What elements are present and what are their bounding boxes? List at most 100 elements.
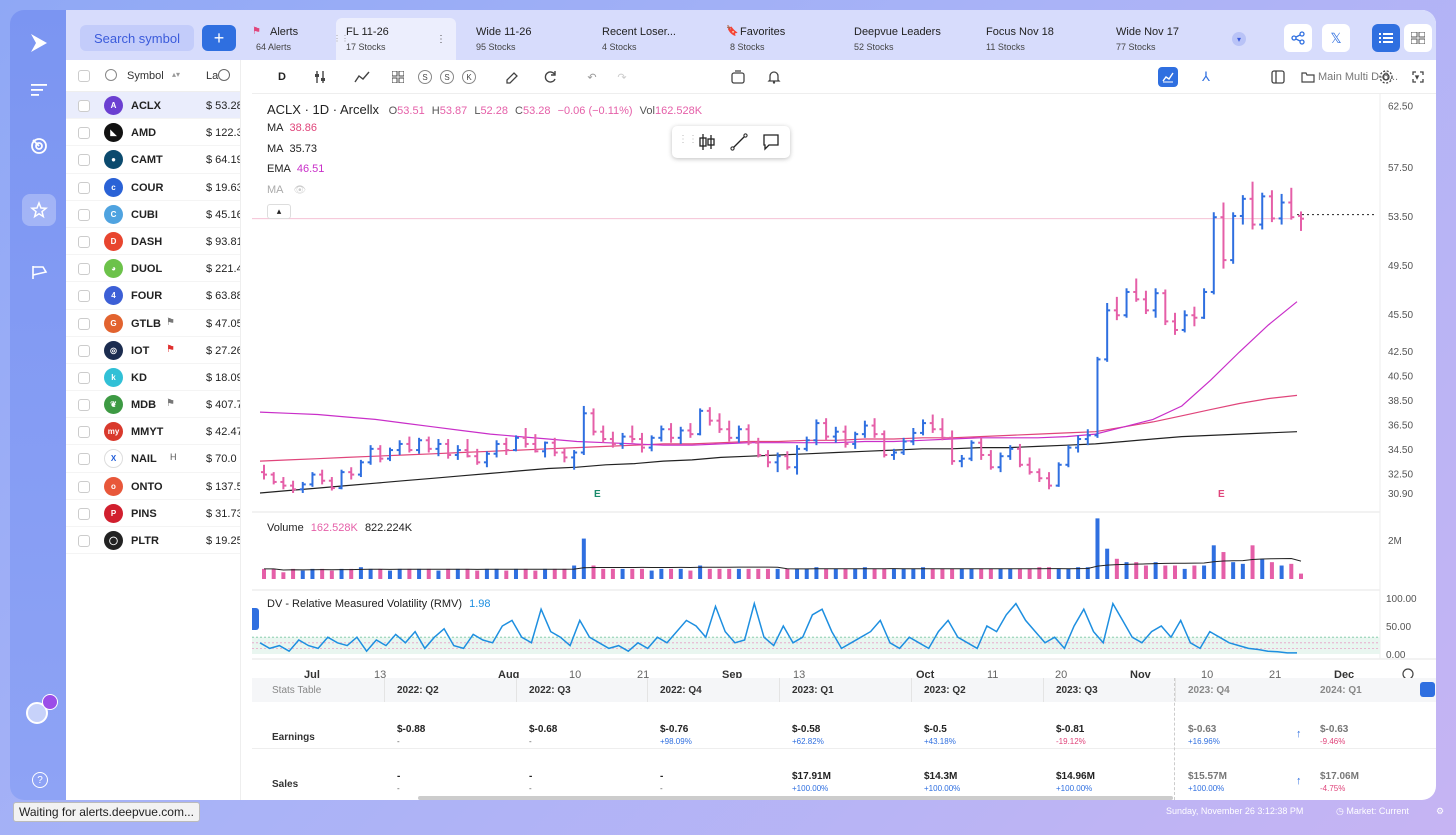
status-settings-icon[interactable]: ⚙: [1436, 806, 1445, 816]
grid-view-icon[interactable]: [1404, 24, 1432, 52]
watchlist-row[interactable]: C CUBI $ 45.16: [66, 201, 240, 228]
watchlist-row[interactable]: A ACLX $ 53.28: [66, 92, 240, 120]
row-checkbox[interactable]: [78, 154, 90, 167]
watchlist-row[interactable]: my MMYT $ 42.47: [66, 418, 240, 446]
tab-menu-icon[interactable]: ⋮: [436, 34, 446, 45]
drag-handle-icon[interactable]: ⋮⋮: [333, 34, 349, 43]
avatar[interactable]: [26, 702, 48, 724]
watchlist-row[interactable]: o ONTO $ 137.5: [66, 473, 240, 500]
redo-icon[interactable]: ↷: [617, 71, 627, 84]
eraser-icon[interactable]: [502, 68, 522, 86]
layout-panel-icon[interactable]: [1268, 68, 1288, 86]
row-checkbox[interactable]: [78, 453, 90, 466]
market-status[interactable]: ◷ Market: Current: [1336, 806, 1409, 817]
add-button[interactable]: +: [202, 25, 236, 51]
watchlist-row[interactable]: 4 FOUR $ 63.88: [66, 282, 240, 310]
flag-icon[interactable]: ⚑: [166, 398, 175, 410]
drag-handle-icon[interactable]: ⋮⋮: [678, 134, 698, 145]
hidden-eye-icon[interactable]: 👁: [293, 184, 307, 196]
search-symbol-button[interactable]: Search symbol: [80, 25, 194, 51]
row-checkbox[interactable]: [78, 371, 90, 384]
s-button-1[interactable]: S: [418, 70, 432, 84]
tab-5[interactable]: Deepvue Leaders 52 Stocks: [844, 18, 964, 56]
row-checkbox[interactable]: [78, 535, 90, 547]
comment-tool-icon[interactable]: [762, 133, 780, 156]
watchlist-row[interactable]: ◣ AMD $ 122.3: [66, 119, 240, 147]
symbol-column-header[interactable]: Symbol: [127, 70, 164, 82]
flag-play-icon[interactable]: [22, 256, 56, 288]
settings-gear-icon[interactable]: [105, 69, 117, 81]
row-checkbox[interactable]: [78, 480, 90, 493]
row-checkbox[interactable]: [78, 127, 90, 140]
watchlist-row[interactable]: k KD $ 18.09: [66, 364, 240, 392]
row-checkbox[interactable]: [78, 344, 90, 357]
undo-icon[interactable]: ↶: [587, 71, 597, 84]
tab-3[interactable]: Recent Loser... 4 Stocks: [592, 18, 712, 56]
chevron-down-icon[interactable]: ▾: [1414, 71, 1420, 82]
earnings-marker[interactable]: E: [594, 489, 601, 500]
flag-icon[interactable]: ⚑: [166, 343, 175, 355]
candlestick-tool-icon[interactable]: [698, 133, 716, 156]
flag-icon[interactable]: ⚑: [166, 316, 175, 328]
list-view-icon[interactable]: [1372, 24, 1400, 52]
row-checkbox[interactable]: [78, 100, 90, 112]
screenshot-icon[interactable]: [728, 68, 748, 86]
chart-area[interactable]: 62.50 57.50 53.50 49.50 45.50 42.50 40.50 38.50…: [252, 94, 1436, 688]
row-checkbox[interactable]: [78, 181, 90, 194]
tab-0[interactable]: Alerts 64 Alerts ⚑: [246, 18, 366, 56]
stats-settings-icon[interactable]: [1420, 682, 1435, 697]
watchlist-row[interactable]: D DASH $ 93.81: [66, 228, 240, 256]
watchlist-row[interactable]: ◯ PLTR $ 19.25: [66, 527, 240, 555]
collapse-legend-button[interactable]: ▴: [267, 204, 291, 219]
tab-7[interactable]: Wide Nov 17 77 Stocks: [1106, 18, 1226, 56]
row-checkbox[interactable]: [78, 235, 90, 248]
menu-lines-icon[interactable]: [22, 74, 56, 106]
bell-alert-icon[interactable]: [764, 68, 784, 86]
earnings-marker[interactable]: E: [1218, 489, 1225, 500]
compare-icon[interactable]: ⅄: [1202, 69, 1210, 84]
horizontal-scrollbar[interactable]: [418, 796, 1173, 800]
watchlist-row[interactable]: G GTLB ⚑ $ 47.05: [66, 310, 240, 337]
watchlist-row[interactable]: X NAIL H $ 70.0: [66, 445, 240, 473]
tab-1[interactable]: FL 11-26 17 Stocks ⋮⋮ ⋮: [333, 18, 456, 60]
trend-line-tool-icon[interactable]: [730, 133, 748, 156]
last-column-header[interactable]: La: [206, 70, 219, 82]
row-checkbox[interactable]: [78, 290, 90, 303]
line-tool-icon[interactable]: [352, 68, 372, 86]
share-icon[interactable]: [1284, 24, 1312, 52]
column-settings-icon[interactable]: [218, 69, 230, 81]
layout-select[interactable]: Main Multi D-6...: [1318, 71, 1399, 83]
star-icon[interactable]: [22, 194, 56, 226]
refresh-icon[interactable]: [540, 68, 560, 86]
folder-icon[interactable]: [1300, 68, 1316, 86]
row-checkbox[interactable]: [78, 426, 90, 439]
watchlist-row[interactable]: ◕ DUOL $ 221.4: [66, 255, 240, 283]
chart-settings-gear-icon[interactable]: [1376, 68, 1396, 86]
k-button[interactable]: K: [462, 70, 476, 84]
interval-button[interactable]: D: [278, 71, 286, 83]
fullscreen-icon[interactable]: [1408, 68, 1428, 86]
row-checkbox[interactable]: [78, 263, 90, 276]
chart-type-icon[interactable]: [1158, 67, 1178, 87]
indicators-icon[interactable]: [310, 68, 330, 86]
watchlist-row[interactable]: c COUR $ 19.63: [66, 174, 240, 201]
brand-logo-icon[interactable]: [28, 32, 50, 54]
row-checkbox[interactable]: [78, 208, 90, 221]
tab-4[interactable]: Favorites 8 Stocks 🔖: [720, 18, 840, 56]
watchlist-row[interactable]: ◎ IOT ⚑ $ 27.26: [66, 337, 240, 364]
help-icon[interactable]: ?: [32, 772, 48, 788]
s-button-2[interactable]: S: [440, 70, 454, 84]
watchlist-row[interactable]: ● CAMT $ 64.19: [66, 146, 240, 174]
x-twitter-icon[interactable]: 𝕏: [1322, 24, 1350, 52]
tabs-dropdown-icon[interactable]: ▾: [1232, 32, 1246, 46]
select-all-checkbox[interactable]: [78, 70, 90, 82]
row-checkbox[interactable]: [78, 507, 90, 520]
radar-icon[interactable]: [22, 130, 56, 162]
row-checkbox[interactable]: [78, 317, 90, 330]
tab-2[interactable]: Wide 11-26 95 Stocks: [466, 18, 586, 56]
watchlist-row[interactable]: ❦ MDB ⚑ $ 407.7: [66, 391, 240, 419]
tab-6[interactable]: Focus Nov 18 11 Stocks: [976, 18, 1096, 56]
watchlist-row[interactable]: P PINS $ 31.73: [66, 500, 240, 527]
sort-icon[interactable]: ▴▾: [172, 70, 181, 79]
row-checkbox[interactable]: [78, 399, 90, 412]
